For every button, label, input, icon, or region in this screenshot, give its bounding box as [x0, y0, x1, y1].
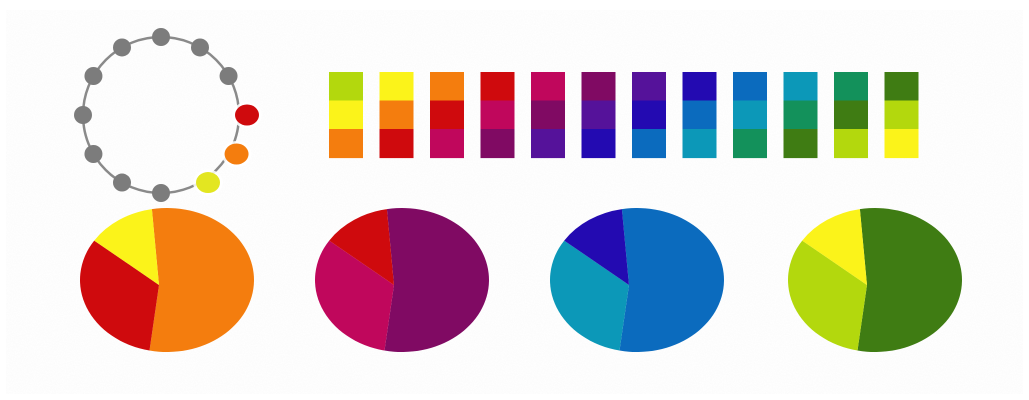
color-strip — [329, 72, 363, 159]
pie-slice — [94, 209, 159, 285]
strip-swatch — [480, 72, 515, 102]
pie-slice — [550, 240, 629, 351]
strip-swatch — [783, 129, 818, 159]
strip-swatch — [379, 129, 414, 159]
color-strip — [531, 72, 565, 159]
strip-swatch — [884, 72, 919, 102]
strip-swatch — [581, 129, 616, 159]
color-strip — [480, 72, 515, 159]
wheel-dot-orange — [224, 143, 249, 165]
strip-swatch — [834, 100, 868, 130]
strip-swatch — [632, 100, 666, 130]
wheel-dot-red — [235, 104, 259, 126]
pie-slice — [857, 208, 963, 352]
strip-swatch — [329, 100, 363, 130]
pie-slice — [619, 208, 725, 353]
color-strip — [884, 72, 919, 159]
strip-swatch — [379, 72, 414, 102]
strip-swatch — [480, 100, 515, 130]
strip-swatch — [430, 100, 464, 130]
strip-swatch — [581, 100, 616, 130]
wheel-dot-inactive — [113, 38, 131, 57]
strip-swatch — [783, 100, 818, 130]
strip-swatch — [379, 100, 414, 130]
wheel-dot-inactive — [113, 173, 131, 192]
strip-swatch — [834, 129, 868, 159]
color-strip — [783, 72, 818, 159]
strip-swatch — [329, 72, 363, 102]
strip-swatch — [430, 129, 464, 159]
pie-chart — [550, 208, 725, 353]
strip-swatch — [884, 129, 919, 159]
pie-chart — [80, 208, 255, 352]
pie-slice — [788, 240, 867, 351]
pie-slice — [384, 207, 490, 352]
pie-slice — [149, 208, 255, 352]
strip-swatch — [682, 100, 717, 130]
strip-swatch — [632, 72, 666, 102]
strip-swatch — [834, 72, 868, 102]
color-strip — [632, 72, 666, 159]
strip-swatch — [884, 100, 919, 130]
strip-swatch — [430, 72, 464, 102]
color-strip — [379, 72, 414, 159]
strip-swatch — [682, 129, 717, 159]
strip-swatch — [581, 72, 616, 102]
color-strip — [682, 72, 717, 159]
wheel-dot-yellow — [196, 172, 220, 194]
pie-slice — [329, 209, 394, 285]
color-strip — [834, 72, 868, 159]
wheel-dot-inactive — [84, 67, 103, 85]
pie-charts — [80, 207, 963, 353]
strip-swatch — [531, 129, 565, 159]
pie-slice — [564, 209, 629, 285]
strip-swatch — [733, 100, 767, 130]
pie-chart — [315, 207, 490, 352]
color-wheel — [74, 28, 262, 202]
color-strip — [430, 72, 464, 159]
wheel-dot-inactive — [84, 145, 103, 163]
strip-swatch — [329, 129, 363, 159]
strip-swatch — [682, 72, 717, 102]
pie-chart — [788, 208, 963, 352]
wheel-dot-inactive — [219, 67, 238, 85]
wheel-dot-inactive — [152, 28, 170, 46]
color-strip — [581, 72, 616, 159]
pie-slice — [80, 240, 159, 351]
color-strip — [733, 72, 767, 159]
wheel-dot-inactive — [152, 184, 170, 202]
strip-swatch — [632, 129, 666, 159]
pie-slice — [315, 240, 394, 351]
wheel-dot-inactive — [191, 38, 209, 57]
strip-swatch — [531, 100, 565, 130]
pie-slice — [802, 209, 867, 285]
strip-swatch — [733, 72, 767, 102]
strip-swatch — [531, 72, 565, 102]
strip-swatch — [480, 129, 515, 159]
wheel-dot-inactive — [74, 106, 92, 124]
strip-swatch — [733, 129, 767, 159]
strip-swatch — [783, 72, 818, 102]
analogous-color-strips — [329, 72, 919, 159]
